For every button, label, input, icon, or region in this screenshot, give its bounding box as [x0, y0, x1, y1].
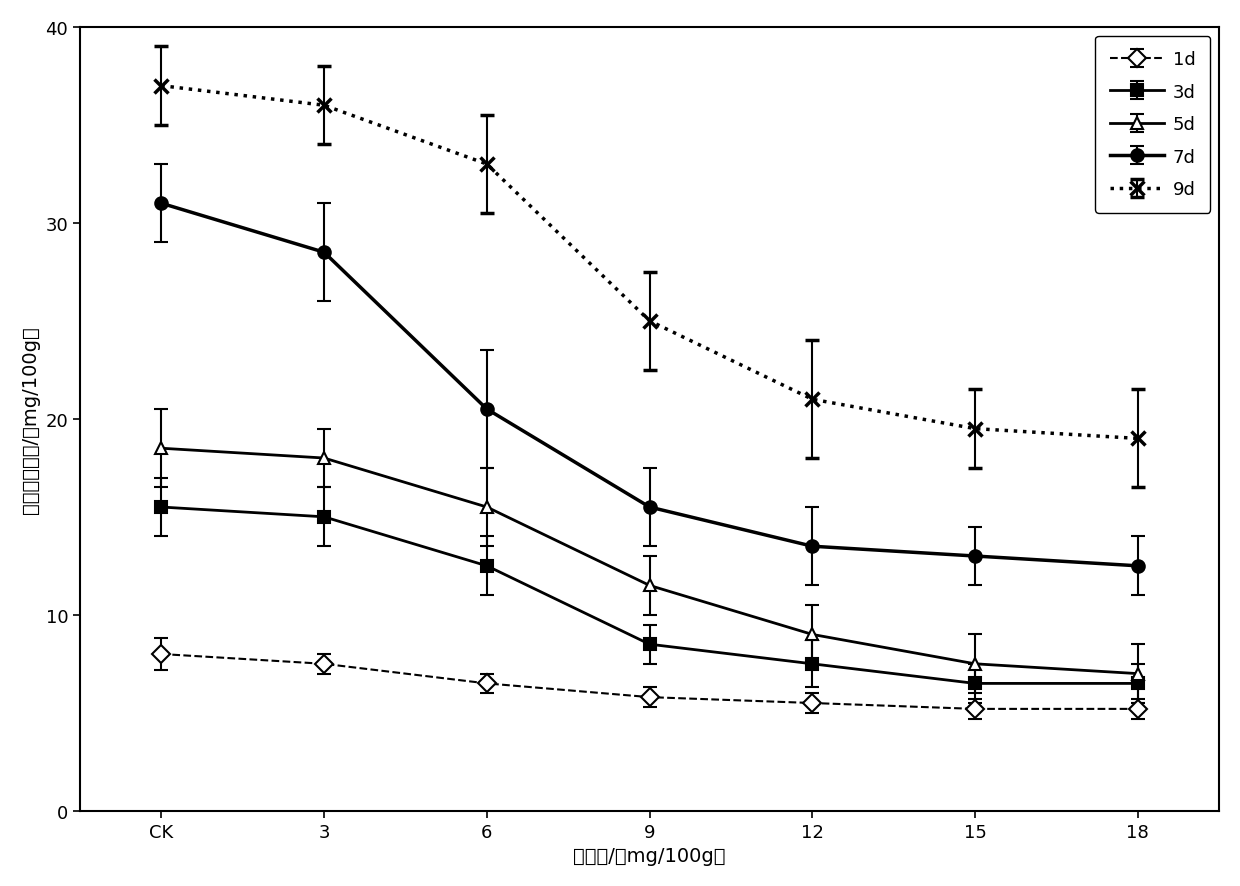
X-axis label: 添加量/（mg/100g）: 添加量/（mg/100g）	[573, 846, 725, 866]
Y-axis label: 挥发性盐基氯/（mg/100g）: 挥发性盐基氯/（mg/100g）	[21, 325, 40, 513]
Legend: 1d, 3d, 5d, 7d, 9d: 1d, 3d, 5d, 7d, 9d	[1095, 37, 1210, 214]
